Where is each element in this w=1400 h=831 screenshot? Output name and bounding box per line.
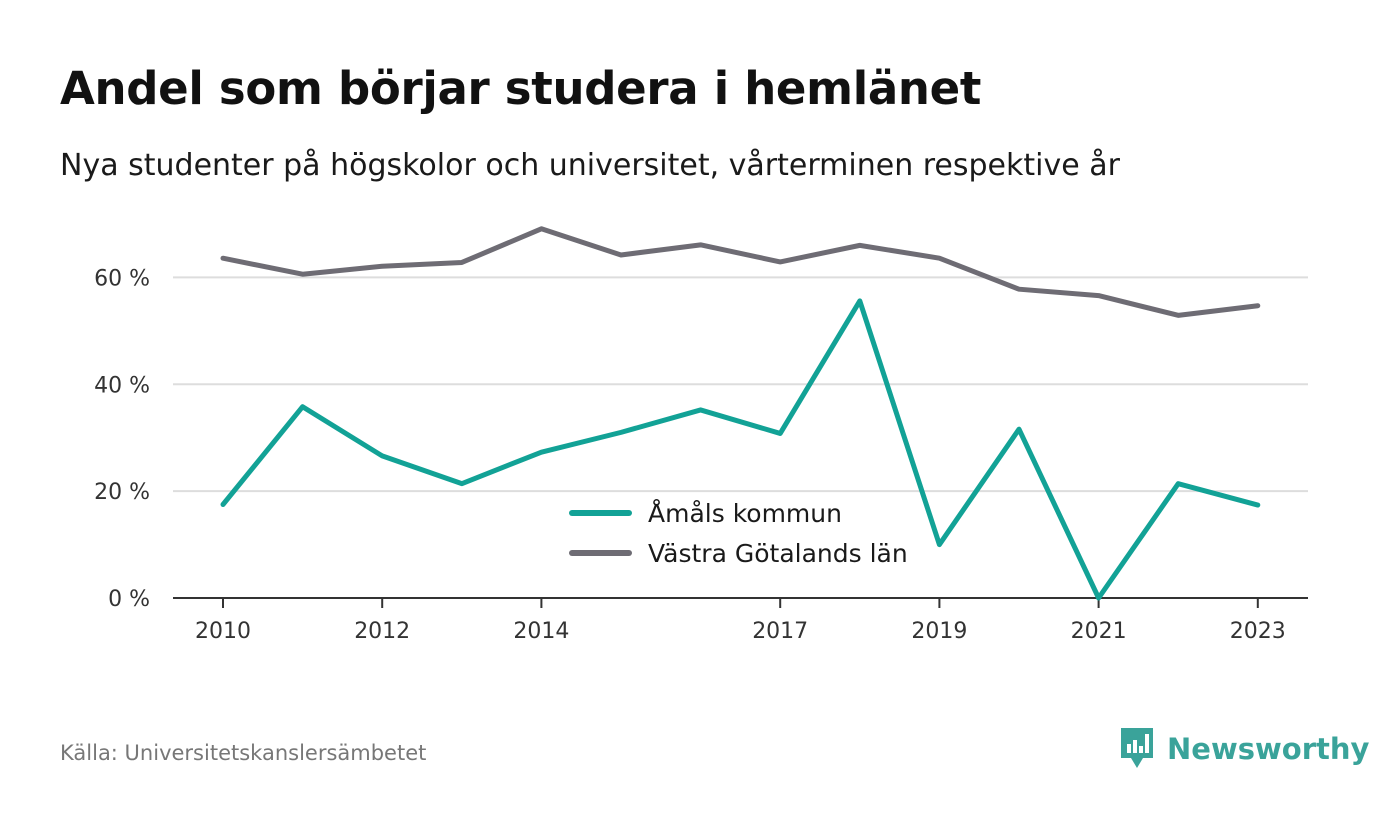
x-tick-label: 2021	[1071, 619, 1127, 644]
x-tick-label: 2017	[752, 619, 808, 644]
y-tick-label: 0 %	[108, 587, 150, 612]
series-line	[220, 298, 1261, 601]
chart-title: Andel som börjar studera i hemlänet	[60, 62, 982, 115]
x-tick-label: 2012	[354, 619, 410, 644]
y-tick-label: 60 %	[94, 266, 150, 291]
x-tick-label: 2023	[1230, 619, 1286, 644]
chart-subtitle: Nya studenter på högskolor och universit…	[60, 148, 1120, 183]
x-tick-label: 2014	[513, 619, 569, 644]
x-tick-label: 2010	[195, 619, 251, 644]
brand-name: Newsworthy	[1167, 732, 1370, 766]
y-tick-label: 20 %	[94, 480, 150, 505]
bar-chart-speech-bubble-icon	[1121, 728, 1153, 768]
source-note: Källa: Universitetskanslersämbetet	[60, 741, 427, 765]
brand-logo: Newsworthy	[1119, 726, 1369, 772]
legend-label: Västra Götalands län	[648, 539, 908, 568]
x-tick-label: 2019	[911, 619, 967, 644]
series-line	[220, 226, 1261, 318]
y-tick-label: 40 %	[94, 373, 150, 398]
legend-label: Åmåls kommun	[648, 499, 842, 528]
